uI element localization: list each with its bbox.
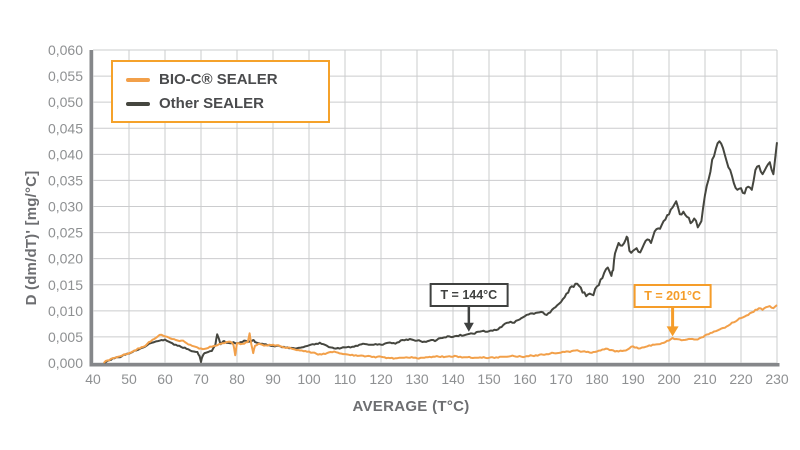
x-tick-label: 70 <box>193 371 209 387</box>
series-line-other-sealer <box>103 140 778 364</box>
annotation-t201: T = 201°C <box>633 283 712 309</box>
tick-labels: 40 50 60 70 80 90 100 110 120 130 140 150 160 170 180 1… <box>48 42 789 387</box>
x-tick-label: 230 <box>765 371 789 387</box>
x-axis-spine <box>89 363 780 367</box>
y-tick-label: 0,050 <box>48 94 83 110</box>
series-line-bioc-sealer <box>103 304 778 364</box>
x-tick-label: 170 <box>549 371 573 387</box>
y-tick-label: 0,045 <box>48 120 83 136</box>
x-tick-label: 120 <box>369 371 393 387</box>
x-tick-label: 60 <box>157 371 173 387</box>
x-tick-label: 80 <box>229 371 245 387</box>
y-tick-label: 0,025 <box>48 225 83 241</box>
x-tick-label: 140 <box>441 371 465 387</box>
x-tick-label: 200 <box>657 371 681 387</box>
legend-swatch-bioc-sealer <box>126 77 150 82</box>
legend-label-other-sealer: Other SEALER <box>159 95 265 112</box>
y-tick-label: 0,040 <box>48 146 83 162</box>
y-axis-title: D (dm/dT)' [mg/°C] <box>23 170 40 306</box>
legend-item-bioc-sealer: BIO-C® SEALER <box>126 71 316 88</box>
x-axis-title: AVERAGE (T°C) <box>352 398 470 415</box>
x-tick-label: 100 <box>297 371 321 387</box>
legend-item-other-sealer: Other SEALER <box>126 95 316 112</box>
x-tick-label: 220 <box>729 371 753 387</box>
x-tick-label: 150 <box>477 371 501 387</box>
x-tick-label: 50 <box>121 371 137 387</box>
y-tick-label: 0,005 <box>48 329 83 345</box>
y-tick-label: 0,060 <box>48 42 83 58</box>
y-tick-label: 0,020 <box>48 251 83 267</box>
annotation-t144: T = 144°C <box>429 282 509 308</box>
x-tick-label: 130 <box>405 371 429 387</box>
x-tick-label: 190 <box>621 371 645 387</box>
y-tick-label: 0,035 <box>48 172 83 188</box>
legend-swatch-other-sealer <box>126 101 150 106</box>
y-axis-spine <box>89 50 93 363</box>
annotation-arrow-head <box>666 326 679 337</box>
legend: BIO-C® SEALER Other SEALER <box>111 60 330 123</box>
x-tick-label: 160 <box>513 371 537 387</box>
legend-label-bioc-sealer: BIO-C® SEALER <box>159 71 278 88</box>
x-tick-label: 110 <box>334 371 357 387</box>
x-tick-label: 40 <box>85 371 101 387</box>
x-tick-label: 210 <box>693 371 717 387</box>
y-tick-label: 0,030 <box>48 199 83 215</box>
x-tick-label: 90 <box>265 371 281 387</box>
x-tick-label: 180 <box>585 371 609 387</box>
y-tick-label: 0,015 <box>48 277 83 293</box>
y-tick-label: 0,055 <box>48 68 83 84</box>
y-tick-label: 0,010 <box>48 303 83 319</box>
y-tick-label: 0,000 <box>48 355 83 371</box>
annotation-arrow-head <box>463 322 474 332</box>
